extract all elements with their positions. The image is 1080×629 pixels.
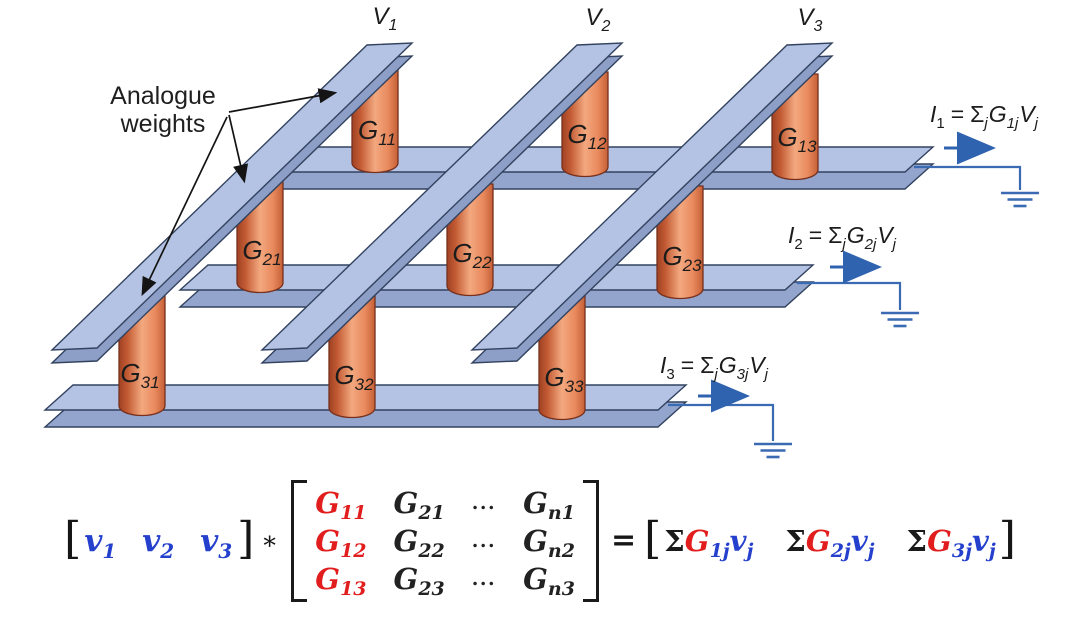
crossbar-diagram: G11 G12 G13 G21 G22 G23 G31 G32 G33 V1 V… bbox=[43, 3, 1039, 459]
matrix-cell-g12: G12 bbox=[315, 523, 367, 563]
vector-term-v2: v2 bbox=[142, 522, 175, 563]
cell-label-g22: G22 bbox=[452, 238, 492, 272]
vector-term-v3: v3 bbox=[200, 522, 233, 563]
matrix-cell-gn1: Gn1 bbox=[523, 485, 575, 525]
result-term-2: ΣG2jvj bbox=[785, 523, 875, 563]
matrix-cell-g23: G23 bbox=[393, 561, 445, 601]
matrix-cell-gn2: Gn2 bbox=[523, 523, 575, 563]
cell-label-g13: G13 bbox=[777, 122, 817, 156]
matrix-right-bracket bbox=[582, 479, 599, 602]
matrix-cell-g21: G21 bbox=[393, 485, 445, 525]
multiply-operator: ∗ bbox=[261, 526, 279, 555]
vector-open-bracket: [ bbox=[64, 512, 82, 564]
annotation-arrow-1 bbox=[228, 88, 338, 113]
input-vector: v1 v2 v3 bbox=[84, 522, 233, 563]
column-bar-v1-top-face bbox=[50, 42, 414, 351]
vector-close-bracket: ] bbox=[237, 512, 255, 564]
matrix-dots-row2: ... bbox=[471, 529, 497, 552]
cell-label-g31: G31 bbox=[120, 358, 159, 392]
matrix-dots-row1: ... bbox=[471, 491, 497, 514]
matrix-cell-g11: G11 bbox=[315, 485, 367, 525]
row-formula-3: I3 = ΣjG3jVj bbox=[660, 352, 769, 383]
ground-icon-1 bbox=[1001, 191, 1039, 208]
cell-label-g32: G32 bbox=[334, 360, 374, 394]
analogue-weights-label-line1: Analogue bbox=[110, 82, 216, 110]
equals-sign: = bbox=[610, 523, 637, 558]
matrix-dots-row3: ... bbox=[471, 567, 497, 590]
ground-icon-3 bbox=[754, 442, 792, 459]
cell-label-g33: G33 bbox=[544, 362, 584, 396]
column-label-v3: V3 bbox=[798, 4, 823, 35]
row-formula-2: I2 = ΣjG2jVj bbox=[788, 222, 897, 253]
matrix-grid: G11 G21 ... Gn1 G12 G22 ... Gn2 G13 G23 … bbox=[307, 480, 583, 602]
annotation-arrow-2 bbox=[228, 114, 249, 184]
column-label-v1: V1 bbox=[373, 3, 398, 34]
column-bar-v2-top-face bbox=[260, 42, 624, 351]
column-bar-v2 bbox=[260, 42, 624, 364]
row-2-wire bbox=[797, 281, 902, 310]
row-3-wire bbox=[668, 403, 775, 441]
matrix-equation: [ v1 v2 v3 ] ∗ G11 G21 ... Gn1 G12 G22 .… bbox=[0, 452, 1080, 629]
row-1-wire bbox=[914, 165, 1022, 190]
cell-label-g11: G11 bbox=[358, 115, 396, 149]
row-formula-1: I1 = ΣjG1jVj bbox=[930, 101, 1039, 132]
column-bar-v3 bbox=[470, 42, 834, 364]
row-3-output bbox=[668, 379, 792, 459]
cell-label-g21: G21 bbox=[242, 235, 281, 269]
annotation-arrow-3 bbox=[141, 116, 228, 297]
column-bar-v3-top-face bbox=[470, 42, 834, 351]
result-term-3: ΣG3jvj bbox=[906, 523, 996, 563]
ground-icon-2 bbox=[881, 311, 919, 328]
result-open-bracket: [ bbox=[644, 512, 662, 564]
conductance-matrix: G11 G21 ... Gn1 G12 G22 ... Gn2 G13 G23 … bbox=[291, 479, 599, 602]
vector-term-v1: v1 bbox=[84, 522, 117, 563]
analogue-weights-label-line2: weights bbox=[120, 110, 206, 138]
result-term-1: ΣG1jvj bbox=[664, 523, 754, 563]
cell-label-g12: G12 bbox=[567, 119, 607, 153]
row-2-output bbox=[797, 250, 919, 328]
result-close-bracket: ] bbox=[998, 512, 1016, 564]
row-1-output bbox=[914, 131, 1039, 208]
column-label-v2: V2 bbox=[586, 4, 611, 35]
matrix-cell-g13: G13 bbox=[315, 561, 367, 601]
matrix-cell-g22: G22 bbox=[393, 523, 445, 563]
matrix-cell-gn3: Gn3 bbox=[523, 561, 575, 601]
matrix-left-bracket bbox=[291, 479, 308, 602]
result-vector: ΣG1jvj ΣG2jvj ΣG3jvj bbox=[664, 523, 996, 563]
cell-label-g23: G23 bbox=[662, 241, 702, 275]
